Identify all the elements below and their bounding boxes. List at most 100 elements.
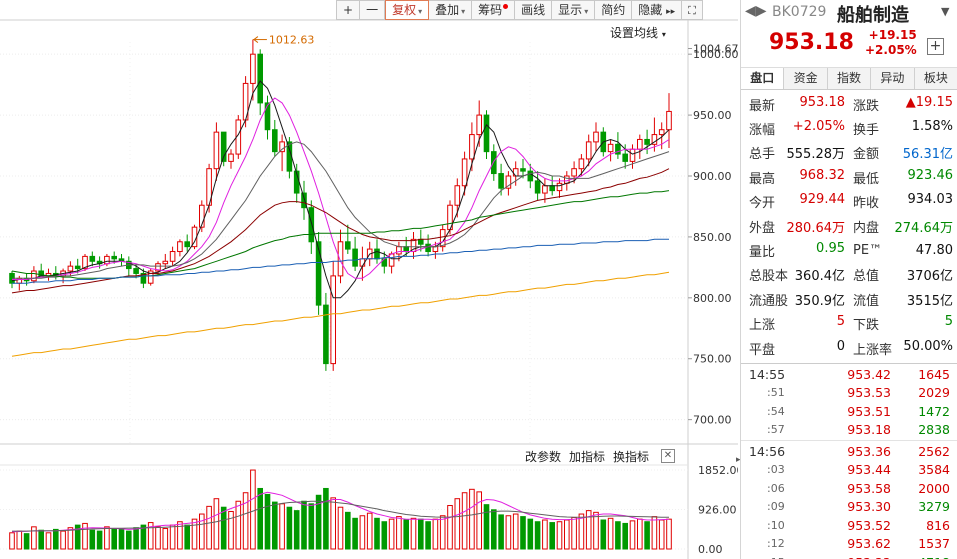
volume-bar — [220, 506, 227, 550]
tick-volume: 2000 — [918, 480, 950, 496]
candle-body — [512, 168, 519, 177]
volume-bar — [622, 522, 629, 550]
tab-movement[interactable]: 异动 — [871, 68, 915, 89]
candle-body — [388, 253, 395, 267]
volume-bar — [512, 513, 519, 550]
volume-bar — [505, 515, 512, 550]
price-tick-label: 1004.67 — [693, 42, 738, 55]
quote-row: 涨幅 +2.05% 换手 1.58% — [749, 116, 953, 140]
panel-splitter-grip-icon[interactable]: ▸ — [736, 455, 741, 465]
tick-row: :54 953.51 1472 — [741, 402, 957, 421]
adjust-label: 复权 — [392, 3, 417, 17]
volume-bar — [60, 530, 66, 550]
tab-capital[interactable]: 资金 — [784, 68, 828, 89]
candle-body — [556, 182, 563, 192]
volume-bar — [366, 512, 373, 550]
volume-bar — [498, 514, 504, 550]
quote-cell: 平盘 0 — [749, 339, 851, 358]
quote-cell: PE™ 47.80 — [851, 243, 953, 258]
volume-tick-label: 0.00 — [698, 543, 723, 556]
draw-line-button[interactable]: 画线 — [515, 0, 553, 20]
switch-indicator-button[interactable]: 换指标 — [613, 450, 650, 464]
volume-bar — [293, 510, 300, 550]
candle-body — [74, 265, 81, 270]
candle-body — [483, 114, 490, 153]
volume-bar — [345, 511, 351, 550]
quote-panel: ◀▶ BK0729 船舶制造 ▼ 953.18 +19.15 +2.05% + … — [740, 0, 957, 559]
kline-chart-area[interactable]: 1004.67 1000.00 950.00 900.00 850.00 800.00 75… — [0, 0, 741, 559]
tick-price: 953.44 — [847, 462, 891, 478]
volume-bar — [177, 521, 183, 550]
ma-setting-button[interactable]: 设置均线 ▾ — [610, 24, 666, 41]
zoom-out-button[interactable]: 一 — [360, 0, 386, 20]
chips-button[interactable]: 筹码 — [472, 0, 516, 20]
candle-body — [571, 168, 577, 177]
notification-dot-icon — [503, 4, 509, 9]
quote-value: 968.32 — [799, 167, 846, 183]
candle-body — [469, 134, 475, 160]
change-percent: +2.05% — [865, 43, 917, 57]
quote-cell: 内盘 274.64万 — [851, 217, 953, 236]
tick-row: :12 953.62 1537 — [741, 535, 957, 554]
overlay-button[interactable]: 叠加 ▾ — [429, 0, 473, 20]
candle-body — [622, 153, 629, 162]
chevron-down-icon[interactable]: ▼ — [941, 5, 950, 18]
add-indicator-button[interactable]: 加指标 — [569, 450, 606, 464]
display-button[interactable]: 显示 ▾ — [552, 0, 596, 20]
volume-bar — [418, 518, 424, 550]
tab-order-book[interactable]: 盘口 — [741, 68, 785, 89]
prev-next-arrows-icon[interactable]: ◀▶ — [745, 3, 767, 19]
quote-label: 金额 — [853, 147, 880, 163]
candle-body — [147, 270, 154, 284]
volume-bar — [564, 519, 570, 550]
tick-volume: 3279 — [918, 499, 950, 515]
chart-toolbar: + 一 复权 ▾ 叠加 ▾ 筹码 画线 显示 ▾ 简约 隐藏 ▸▸ ⛶ — [336, 0, 703, 20]
tab-sector[interactable]: 板块 — [923, 71, 948, 85]
adjust-params-button[interactable]: 改参数 — [525, 450, 562, 464]
hide-button[interactable]: 隐藏 ▸▸ — [632, 0, 683, 20]
tick-time: :03 — [767, 463, 785, 477]
volume-bar — [439, 515, 446, 550]
quote-label: 涨幅 — [749, 123, 776, 139]
candle-body — [337, 241, 344, 277]
volume-bar — [593, 511, 599, 550]
quote-value: 555.28万 — [786, 147, 846, 163]
simple-mode-button[interactable]: 简约 — [595, 0, 633, 20]
tick-row: :03 953.44 3584 — [741, 461, 957, 480]
quote-header: ◀▶ BK0729 船舶制造 ▼ 953.18 +19.15 +2.05% + — [741, 0, 957, 68]
volume-bar — [89, 529, 96, 550]
candle-body — [651, 134, 658, 145]
volume-bar — [454, 498, 461, 550]
tick-volume: 1472 — [918, 403, 950, 419]
candle-body — [345, 241, 351, 250]
tab-index[interactable]: 指数 — [828, 68, 872, 89]
price-change: +19.15 +2.05% — [865, 28, 917, 58]
quote-cell: 外盘 280.64万 — [749, 217, 851, 236]
add-watchlist-button[interactable]: + — [927, 38, 944, 55]
tick-list[interactable]: 14:55 953.42 1645:51 953.53 2029:54 953.51 147… — [741, 363, 957, 559]
candle-body — [578, 158, 585, 170]
quote-value: 0 — [836, 338, 845, 354]
fullscreen-button[interactable]: ⛶ — [682, 0, 703, 20]
tick-row: :15953.224718 — [741, 553, 957, 559]
quote-label: 下跌 — [853, 318, 880, 334]
adjust-button[interactable]: 复权 ▾ — [385, 0, 430, 20]
volume-bar — [104, 526, 110, 550]
volume-bar — [38, 529, 45, 550]
candle-body — [607, 143, 614, 153]
tick-price: 953.51 — [847, 403, 891, 419]
hide-label: 隐藏 — [638, 3, 663, 17]
max-price-arrow-icon — [253, 36, 259, 43]
volume-bar — [257, 487, 263, 550]
quote-row: 外盘 280.64万 内盘 274.64万 — [749, 214, 953, 238]
tick-time: :10 — [767, 518, 785, 532]
candle-body — [286, 141, 293, 172]
candle-body — [250, 53, 256, 84]
zoom-in-button[interactable]: + — [336, 0, 361, 20]
close-indicator-button[interactable]: ✕ — [661, 449, 675, 463]
volume-bar — [658, 519, 665, 550]
fullscreen-icon: ⛶ — [688, 4, 696, 17]
tick-time: :51 — [767, 386, 785, 400]
price-tick-label: 950.00 — [693, 109, 732, 122]
